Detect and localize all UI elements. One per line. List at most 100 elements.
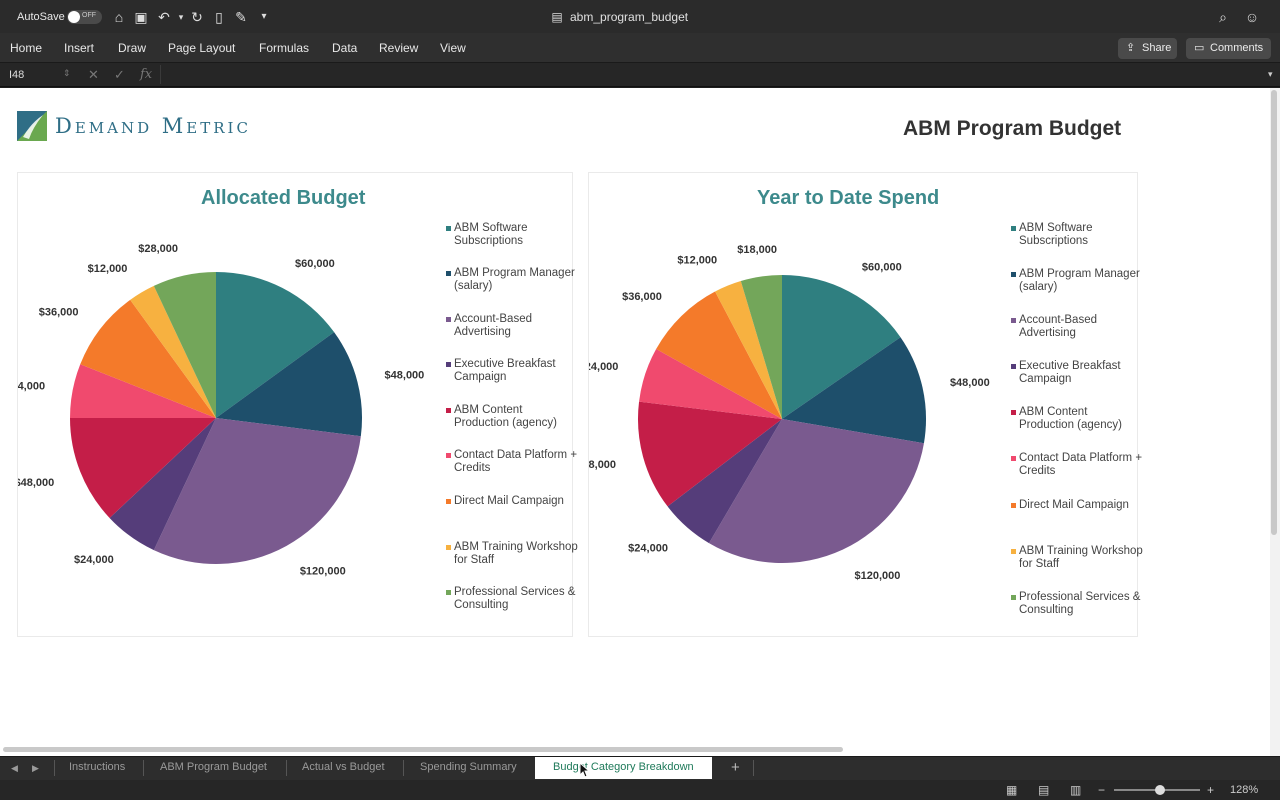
- legend-swatch: [1011, 364, 1016, 369]
- legend-item: ABM Training Workshop for Staff: [1011, 545, 1144, 571]
- legend-item: Direct Mail Campaign: [446, 495, 579, 508]
- pie-slice[interactable]: [130, 285, 216, 418]
- save-icon[interactable]: ▣: [134, 9, 148, 25]
- scroll-tabs-right-icon[interactable]: ▶: [32, 763, 39, 773]
- pie-slice[interactable]: [639, 349, 782, 419]
- new-document-icon[interactable]: ▯: [215, 9, 223, 25]
- menu-data[interactable]: Data: [332, 41, 358, 55]
- share-button[interactable]: ⇪ Share: [1118, 38, 1177, 59]
- toggle-knob: [68, 11, 80, 23]
- autosave-toggle[interactable]: OFF: [67, 10, 102, 24]
- comments-label: Comments: [1210, 42, 1264, 54]
- search-icon[interactable]: ⌕: [1219, 9, 1227, 25]
- tab-budget-category-breakdown[interactable]: Budget Category Breakdown: [535, 757, 712, 779]
- tab-spending-summary[interactable]: Spending Summary: [420, 761, 517, 773]
- legend-swatch: [1011, 410, 1016, 415]
- document-icon: ▤: [551, 10, 563, 24]
- legend-swatch: [446, 590, 451, 595]
- pie-slice[interactable]: [782, 275, 901, 419]
- autosave-state: OFF: [82, 12, 96, 19]
- legend-swatch: [446, 317, 451, 322]
- legend-item: Contact Data Platform + Credits: [446, 449, 579, 475]
- cell-reference[interactable]: I48: [9, 69, 25, 81]
- menu-formulas[interactable]: Formulas: [259, 41, 310, 55]
- data-label: $60,000: [295, 258, 335, 270]
- menu-page-layout[interactable]: Page Layout: [168, 41, 236, 55]
- enter-icon[interactable]: ✓: [114, 67, 125, 82]
- undo-dropdown-icon[interactable]: ▾: [178, 12, 184, 22]
- zoom-out-icon[interactable]: −: [1098, 783, 1106, 797]
- menu-home[interactable]: Home: [10, 41, 43, 55]
- horizontal-scrollbar[interactable]: [3, 747, 843, 752]
- menu-review[interactable]: Review: [379, 41, 419, 55]
- scroll-tabs-left-icon[interactable]: ◀: [11, 763, 18, 773]
- pie-slice[interactable]: [715, 281, 782, 419]
- data-label: $48,000: [950, 377, 990, 389]
- document-title[interactable]: abm_program_budget: [570, 10, 689, 24]
- pie-slice[interactable]: [153, 418, 361, 564]
- legend-item: ABM Content Production (agency): [1011, 406, 1144, 432]
- comment-icon: ▭: [1194, 42, 1205, 54]
- smiley-feedback-icon[interactable]: ☺: [1244, 9, 1260, 25]
- pie-slice[interactable]: [667, 419, 782, 544]
- expand-formula-icon[interactable]: ▾: [1268, 69, 1273, 79]
- title-bar: AutoSave OFF ⌂ ▣ ↶ ▾ ↻ ▯ ✎ ▾ ▤ abm_progr…: [0, 0, 1280, 33]
- pie-slice[interactable]: [782, 337, 926, 444]
- vertical-scrollbar[interactable]: [1271, 90, 1277, 535]
- pie-slice[interactable]: [80, 299, 217, 418]
- name-box-stepper-icon[interactable]: ⇕: [63, 68, 71, 78]
- edit-icon[interactable]: ✎: [235, 9, 247, 25]
- page-break-view-icon[interactable]: ▥: [1070, 783, 1082, 797]
- legend-swatch: [1011, 503, 1016, 508]
- cancel-icon[interactable]: ✕: [88, 67, 99, 82]
- pie-slice[interactable]: [109, 418, 216, 551]
- data-label: $18,000: [737, 244, 777, 256]
- tab-instructions[interactable]: Instructions: [69, 761, 126, 773]
- home-icon[interactable]: ⌂: [114, 9, 124, 25]
- page-title: ABM Program Budget: [903, 117, 1122, 140]
- menu-view[interactable]: View: [440, 41, 466, 55]
- zoom-in-icon[interactable]: +: [1207, 783, 1215, 797]
- menu-insert[interactable]: Insert: [64, 41, 95, 55]
- legend-item: Professional Services & Consulting: [446, 586, 579, 612]
- sheet-tab-bar: ◀ ▶ Instructions ABM Program Budget Actu…: [0, 756, 1280, 780]
- pie-slice[interactable]: [153, 272, 216, 418]
- tab-separator: [143, 760, 144, 776]
- pie-slice[interactable]: [656, 291, 782, 419]
- data-label: $24,000: [628, 543, 668, 555]
- pie-slice[interactable]: [216, 272, 335, 418]
- pie-slice[interactable]: [216, 332, 363, 437]
- year-to-date-spend-chart[interactable]: Year to Date Spend $60,000 $48,000 $120,00…: [588, 172, 1143, 637]
- tab-actual-vs-budget[interactable]: Actual vs Budget: [302, 761, 385, 773]
- pie-slice[interactable]: [638, 401, 782, 507]
- pie-slice[interactable]: [70, 364, 216, 418]
- data-label: $48,000: [385, 370, 425, 382]
- legend-swatch: [1011, 226, 1016, 231]
- allocated-budget-chart[interactable]: Allocated Budget $60,000 $48,000 $120,000 $…: [17, 172, 578, 637]
- page-layout-view-icon[interactable]: ▤: [1038, 783, 1050, 797]
- mouse-cursor-icon: [579, 762, 591, 778]
- zoom-slider-handle[interactable]: [1155, 785, 1165, 795]
- function-icon[interactable]: fx: [140, 67, 153, 82]
- legend-swatch: [446, 499, 451, 504]
- legend-swatch: [446, 271, 451, 276]
- pie-slice[interactable]: [70, 418, 216, 518]
- menu-draw[interactable]: Draw: [118, 41, 147, 55]
- data-label: $36,000: [39, 306, 79, 318]
- data-label: $28,000: [138, 243, 178, 255]
- formula-input[interactable]: [160, 65, 1266, 84]
- pie-slice[interactable]: [740, 275, 782, 419]
- add-sheet-icon[interactable]: +: [731, 759, 740, 776]
- customize-toolbar-icon[interactable]: ▾: [261, 11, 267, 22]
- pie-slice[interactable]: [708, 419, 924, 563]
- undo-icon[interactable]: ↶: [158, 9, 170, 25]
- comments-button[interactable]: ▭ Comments: [1186, 38, 1271, 59]
- chart-title: Allocated Budget: [201, 187, 366, 209]
- redo-icon[interactable]: ↻: [191, 9, 203, 25]
- zoom-level[interactable]: 128%: [1230, 784, 1259, 796]
- legend-swatch: [1011, 318, 1016, 323]
- normal-view-icon[interactable]: ▦: [1006, 783, 1018, 797]
- legend-swatch: [1011, 456, 1016, 461]
- legend-item: ABM Software Subscriptions: [446, 222, 579, 248]
- tab-abm-program-budget[interactable]: ABM Program Budget: [160, 761, 267, 773]
